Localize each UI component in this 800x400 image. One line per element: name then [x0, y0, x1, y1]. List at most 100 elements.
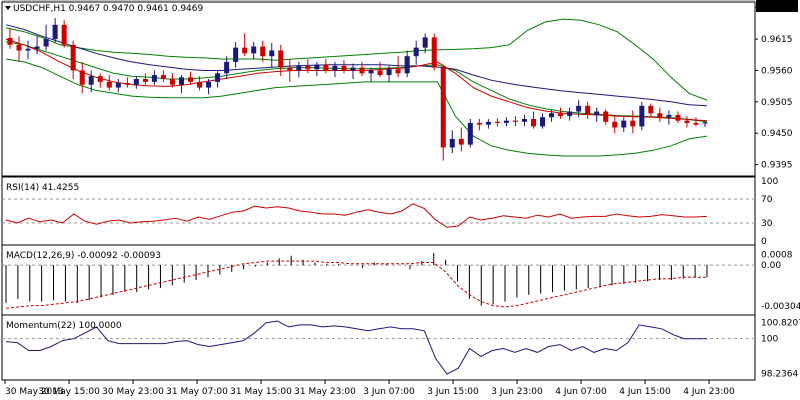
candle-body	[178, 77, 185, 85]
candle-body	[476, 122, 482, 125]
candle-body	[386, 69, 392, 76]
candle-body	[530, 118, 537, 127]
candle-body	[576, 105, 582, 112]
x-axis-label: 31 May 15:00	[230, 387, 292, 397]
x-axis-label: 3 Jun 07:00	[363, 387, 415, 397]
candle-body	[368, 70, 374, 74]
price-y-tick: 0.9395	[761, 161, 793, 171]
candle-body	[260, 46, 266, 57]
x-axis-label: 3 Jun 15:00	[427, 387, 479, 397]
candle-body	[151, 75, 157, 82]
candle-body	[621, 120, 627, 128]
candle-body	[61, 24, 67, 45]
candle-body	[242, 47, 248, 54]
candle-body	[395, 69, 401, 74]
candle-body	[693, 122, 699, 125]
candle-body	[332, 65, 338, 71]
candle-body	[521, 118, 527, 122]
x-axis-label: 4 Jun 07:00	[555, 387, 607, 397]
current-price-label: 0.9469	[759, 0, 791, 3]
x-axis-label: 30 May 15:00	[38, 387, 100, 397]
price-y-tick: 0.9615	[761, 35, 793, 45]
candle-body	[88, 76, 94, 85]
candle-body	[702, 122, 708, 124]
candle-body	[160, 75, 166, 80]
bollinger-middle-line	[5, 41, 708, 123]
candle-body	[341, 65, 347, 71]
candle-body	[197, 81, 203, 88]
momentum-y-tick: 100	[761, 335, 778, 345]
bollinger-upper-line	[5, 18, 708, 101]
candle-body	[269, 50, 275, 57]
candle-body	[558, 113, 564, 117]
candle-body	[648, 105, 654, 114]
macd-y-tick: 0.0008	[761, 250, 793, 260]
momentum-y-tick: 100.8207	[761, 319, 800, 329]
macd-y-tick: -0.00304	[761, 302, 800, 312]
x-axis-label: 4 Jun 23:00	[683, 387, 735, 397]
candle-body	[666, 114, 672, 118]
rsi-line	[5, 203, 708, 228]
candle-body	[25, 48, 31, 51]
collapse-triangle-icon	[5, 6, 11, 10]
candle-body	[206, 81, 212, 88]
candle-body	[287, 67, 293, 71]
candle-body	[115, 83, 121, 88]
rsi-y-tick: 100	[761, 177, 778, 187]
candle-body	[70, 44, 76, 71]
candle-body	[97, 76, 103, 82]
candle-body	[630, 120, 636, 127]
x-axis-label: 4 Jun 15:00	[619, 387, 671, 397]
momentum-panel-header: Momentum(22) 100.0000	[6, 321, 122, 331]
candle-body	[233, 47, 239, 62]
candle-body	[440, 67, 446, 148]
candle-body	[612, 121, 618, 128]
candle-body	[323, 64, 329, 71]
ma-red-line	[5, 38, 708, 122]
candle-body	[43, 39, 49, 47]
price-y-tick: 0.9450	[761, 129, 793, 139]
candle-body	[467, 122, 473, 145]
rsi-panel-header: RSI(14) 41.4255	[6, 183, 79, 193]
candle-body	[224, 61, 230, 74]
candle-body	[305, 65, 311, 70]
candle-body	[503, 120, 509, 123]
candle-body	[422, 37, 428, 48]
rsi-y-tick: 70	[761, 195, 773, 205]
candle-body	[124, 83, 130, 85]
candle-body	[684, 120, 690, 123]
candle-body	[251, 46, 257, 54]
price-y-tick: 0.9505	[761, 98, 793, 108]
candle-body	[350, 67, 356, 71]
candle-body	[169, 79, 175, 85]
candle-body	[296, 65, 302, 71]
x-axis-label: 31 May 23:00	[294, 387, 356, 397]
candle-body	[431, 37, 437, 68]
candle-body	[133, 79, 139, 85]
candle-body	[594, 111, 600, 115]
candle-body	[485, 121, 491, 125]
candle-body	[215, 73, 221, 82]
candle-body	[675, 114, 681, 121]
rsi-y-tick: 30	[761, 219, 773, 229]
macd-signal-line	[5, 260, 707, 309]
candle-body	[567, 111, 573, 117]
candle-body	[79, 70, 85, 85]
price-y-tick: 0.9560	[761, 66, 793, 76]
candle-body	[512, 120, 518, 122]
candle-body	[404, 56, 410, 74]
current-price-box	[756, 0, 798, 12]
macd-y-tick: 0.00	[761, 261, 781, 271]
bollinger-lower-line	[5, 58, 708, 157]
candle-body	[603, 111, 609, 122]
candle-body	[278, 50, 284, 68]
candle-body	[657, 113, 663, 118]
candle-body	[314, 64, 320, 70]
candle-body	[540, 117, 546, 127]
x-axis-label: 30 May 23:00	[102, 387, 164, 397]
candle-body	[106, 81, 112, 88]
candle-body	[377, 70, 383, 76]
candles-group	[7, 17, 708, 161]
candle-body	[16, 44, 22, 51]
